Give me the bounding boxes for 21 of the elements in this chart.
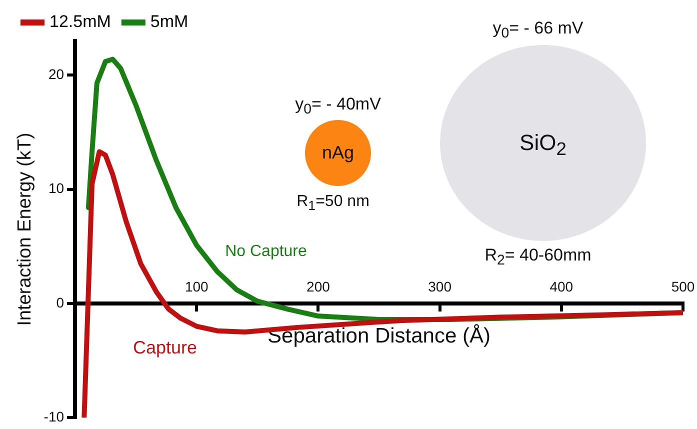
y-tick-label: 0 (56, 294, 64, 310)
x-tick-label: 300 (428, 278, 452, 295)
annotation: y$_{0}$= - 40mV (295, 94, 381, 118)
x-axis-title: Separation Distance (Å) (268, 324, 490, 348)
legend-label: 12.5mM (50, 12, 111, 32)
annotation: SiO$_{2}$ (520, 130, 566, 160)
y-tick-label: -10 (44, 408, 64, 424)
x-tick-label: 100 (184, 278, 209, 295)
y-tick-label: 10 (48, 180, 64, 196)
annotation: R$_{2}$= 40-60mm (484, 245, 592, 269)
y-tick-label: 20 (48, 66, 64, 82)
annotation: y$_{0}$= - 66 mV (492, 18, 584, 42)
annotation: Capture (132, 338, 198, 358)
x-tick-label: 400 (550, 278, 574, 295)
x-tick-label: 500 (671, 278, 695, 295)
annotation: nAg (322, 142, 354, 164)
y-axis-title: Interaction Energy (kT) (14, 132, 36, 326)
x-tick-label: 200 (306, 278, 330, 295)
legend-label: 5mM (150, 12, 188, 32)
annotation: R$_{1}$=50 nm (296, 192, 370, 214)
annotation: No Capture (225, 243, 307, 261)
